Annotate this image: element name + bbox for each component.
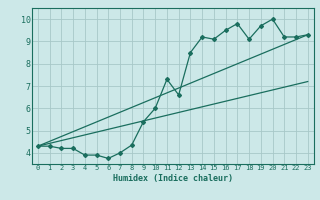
X-axis label: Humidex (Indice chaleur): Humidex (Indice chaleur) (113, 174, 233, 183)
